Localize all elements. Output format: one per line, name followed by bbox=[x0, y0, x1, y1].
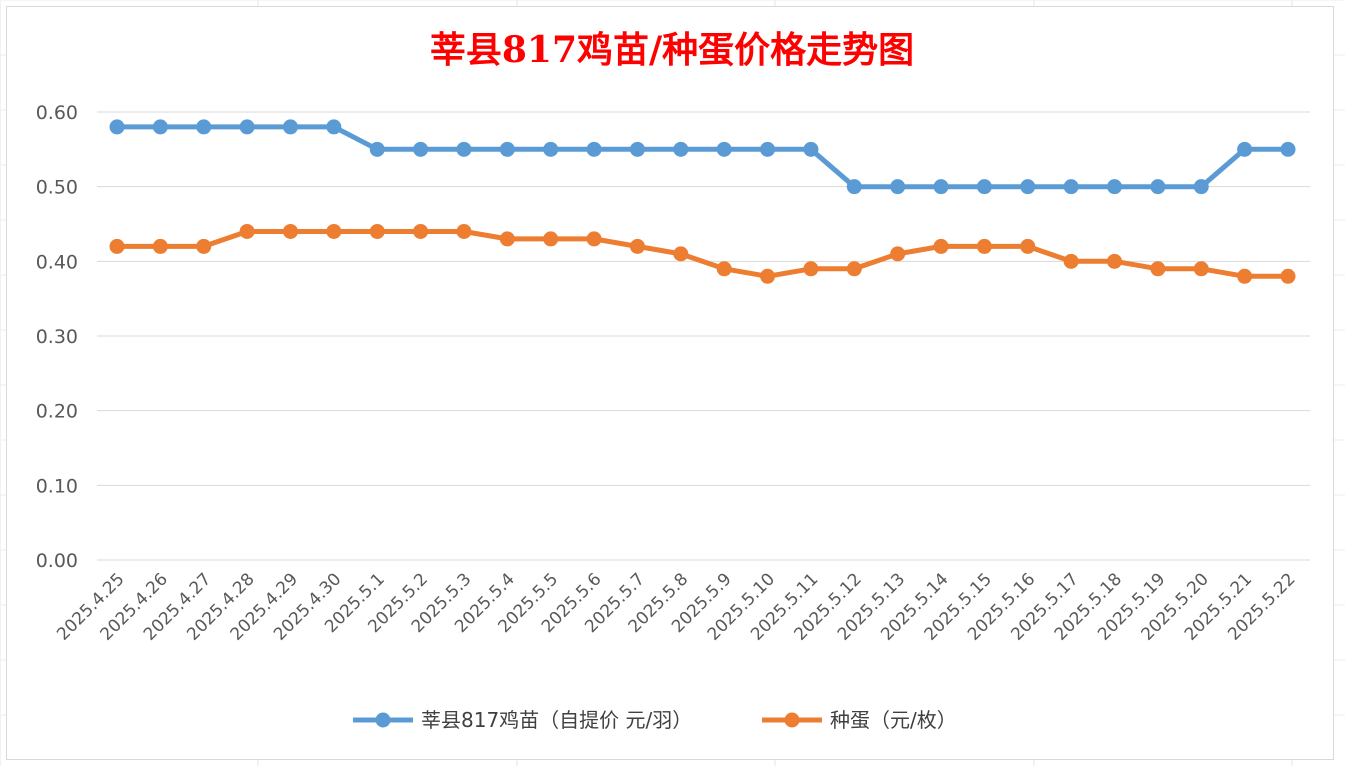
y-tick-label: 0.10 bbox=[36, 475, 78, 497]
data-point[interactable] bbox=[499, 231, 515, 247]
data-point[interactable] bbox=[369, 141, 385, 157]
series-line-1 bbox=[117, 124, 1288, 190]
legend: 莘县817鸡苗（自提价 元/羽） 种蛋（元/枚） bbox=[353, 708, 957, 732]
data-point[interactable] bbox=[586, 141, 602, 157]
data-point[interactable] bbox=[1237, 141, 1253, 157]
data-point[interactable] bbox=[196, 238, 212, 254]
legend-label-2: 种蛋（元/枚） bbox=[830, 708, 957, 732]
data-point[interactable] bbox=[152, 119, 168, 135]
data-point[interactable] bbox=[629, 238, 645, 254]
data-point[interactable] bbox=[1063, 179, 1079, 195]
y-tick-label: 0.50 bbox=[36, 177, 78, 199]
chart-title: 莘县817鸡苗/种蛋价格走势图 bbox=[430, 29, 914, 71]
data-point[interactable] bbox=[976, 238, 992, 254]
data-point[interactable] bbox=[803, 141, 819, 157]
data-point[interactable] bbox=[239, 119, 255, 135]
data-point[interactable] bbox=[543, 231, 559, 247]
data-point[interactable] bbox=[456, 141, 472, 157]
x-axis-ticks: 2025.4.252025.4.262025.4.272025.4.282025… bbox=[53, 569, 1299, 644]
data-point[interactable] bbox=[1150, 179, 1166, 195]
y-tick-label: 0.20 bbox=[36, 401, 78, 423]
data-point[interactable] bbox=[673, 246, 689, 262]
y-tick-label: 0.60 bbox=[36, 102, 78, 124]
data-point[interactable] bbox=[109, 238, 125, 254]
data-point[interactable] bbox=[239, 223, 255, 239]
data-point[interactable] bbox=[1020, 179, 1036, 195]
data-point[interactable] bbox=[846, 261, 862, 277]
data-point[interactable] bbox=[716, 141, 732, 157]
data-point[interactable] bbox=[1237, 268, 1253, 284]
data-point[interactable] bbox=[760, 141, 776, 157]
y-tick-label: 0.00 bbox=[36, 550, 78, 572]
data-point[interactable] bbox=[282, 119, 298, 135]
data-point[interactable] bbox=[890, 246, 906, 262]
data-point[interactable] bbox=[1063, 253, 1079, 269]
series-line-2 bbox=[117, 229, 1288, 279]
series-layer bbox=[109, 119, 1296, 284]
data-point[interactable] bbox=[1193, 179, 1209, 195]
data-point[interactable] bbox=[109, 119, 125, 135]
data-point[interactable] bbox=[413, 141, 429, 157]
data-point[interactable] bbox=[1280, 141, 1296, 157]
data-point[interactable] bbox=[152, 238, 168, 254]
y-tick-label: 0.30 bbox=[36, 326, 78, 348]
legend-swatch-marker bbox=[784, 712, 800, 728]
y-tick-label: 0.40 bbox=[36, 251, 78, 273]
data-point[interactable] bbox=[846, 179, 862, 195]
data-point[interactable] bbox=[1020, 238, 1036, 254]
legend-swatch-marker bbox=[375, 712, 391, 728]
data-point[interactable] bbox=[499, 141, 515, 157]
data-point[interactable] bbox=[933, 179, 949, 195]
data-point[interactable] bbox=[629, 141, 645, 157]
gridlines bbox=[97, 111, 1310, 561]
data-point[interactable] bbox=[760, 268, 776, 284]
data-point[interactable] bbox=[1107, 253, 1123, 269]
data-point[interactable] bbox=[976, 179, 992, 195]
data-point[interactable] bbox=[933, 238, 949, 254]
data-point[interactable] bbox=[803, 261, 819, 277]
data-point[interactable] bbox=[1280, 268, 1296, 284]
data-point[interactable] bbox=[673, 141, 689, 157]
data-point[interactable] bbox=[890, 179, 906, 195]
data-point[interactable] bbox=[1193, 261, 1209, 277]
data-point[interactable] bbox=[1107, 179, 1123, 195]
data-point[interactable] bbox=[716, 261, 732, 277]
data-point[interactable] bbox=[196, 119, 212, 135]
data-point[interactable] bbox=[586, 231, 602, 247]
legend-label-1: 莘县817鸡苗（自提价 元/羽） bbox=[421, 708, 692, 732]
data-point[interactable] bbox=[413, 223, 429, 239]
data-point[interactable] bbox=[282, 223, 298, 239]
y-axis-ticks: 0.00 0.10 0.20 0.30 0.40 0.50 0.60 bbox=[36, 102, 78, 572]
data-point[interactable] bbox=[369, 223, 385, 239]
data-point[interactable] bbox=[326, 119, 342, 135]
data-point[interactable] bbox=[1150, 261, 1166, 277]
data-point[interactable] bbox=[543, 141, 559, 157]
data-point[interactable] bbox=[326, 223, 342, 239]
chart-area[interactable] bbox=[6, 6, 1334, 760]
data-point[interactable] bbox=[456, 223, 472, 239]
